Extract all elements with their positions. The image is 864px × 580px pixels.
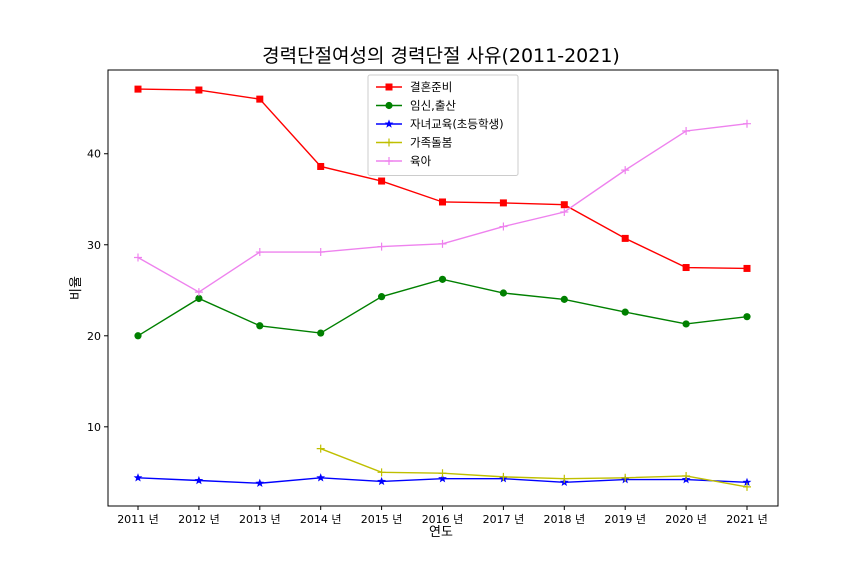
data-point [385, 138, 393, 147]
x-axis-label: 연도 [429, 525, 453, 540]
data-point [743, 264, 751, 272]
data-point [743, 482, 751, 491]
x-tick-label: 2011 년 [117, 513, 159, 526]
data-point [316, 444, 325, 453]
x-tick-label: 2019 년 [604, 513, 646, 526]
x-tick-label: 2015 년 [361, 513, 403, 526]
data-point [384, 119, 394, 128]
data-point [560, 201, 568, 209]
data-point [560, 207, 569, 216]
legend-label: 육아 [410, 154, 432, 168]
data-point [377, 468, 386, 477]
data-point [256, 95, 264, 103]
data-point [255, 248, 264, 257]
series-3 [316, 444, 751, 491]
x-tick-label: 2017 년 [483, 513, 525, 526]
data-point [682, 320, 690, 328]
y-tick-label: 30 [87, 239, 101, 252]
data-point [377, 242, 386, 251]
legend-label: 결혼준비 [410, 80, 452, 94]
x-tick-label: 2013 년 [239, 513, 281, 526]
x-tick-label: 2018 년 [543, 513, 585, 526]
data-point [316, 473, 326, 482]
data-point [743, 119, 751, 128]
data-point [682, 126, 691, 135]
data-point [499, 289, 507, 297]
data-point [385, 157, 393, 165]
data-point [439, 198, 446, 206]
data-point [133, 473, 143, 482]
data-point [316, 248, 325, 257]
data-point [378, 293, 386, 301]
legend-item: 자녀교육(초등학생) [376, 117, 504, 131]
data-point [195, 294, 203, 303]
data-point [621, 308, 629, 316]
legend-label: 임신,출산 [410, 99, 456, 113]
legend-label: 자녀교육(초등학생) [410, 117, 504, 131]
data-point [256, 322, 264, 330]
data-point [499, 472, 508, 481]
x-tick-label: 2021 년 [726, 513, 768, 526]
data-point [195, 86, 203, 94]
data-point [621, 473, 630, 482]
data-point [317, 162, 325, 170]
data-point [377, 476, 386, 486]
series-1 [134, 275, 751, 340]
data-point [438, 275, 447, 283]
data-point [499, 222, 508, 231]
legend-item: 가족돌봄 [376, 136, 452, 150]
x-tick-label: 2020 년 [665, 513, 707, 526]
y-tick-label: 20 [87, 330, 101, 343]
data-point [621, 234, 629, 242]
data-point [742, 477, 752, 487]
legend-label: 가족돌봄 [410, 136, 452, 150]
data-point [134, 85, 142, 93]
data-point [621, 166, 630, 175]
legend-item: 임신,출산 [376, 99, 456, 113]
series-line [320, 448, 748, 488]
y-tick-label: 40 [87, 148, 101, 161]
data-point [438, 239, 447, 248]
data-point [378, 177, 386, 185]
x-tick-label: 2014 년 [300, 513, 342, 526]
data-point [255, 478, 265, 487]
data-point [560, 295, 568, 303]
series-4 [134, 119, 751, 297]
data-point [194, 288, 203, 297]
data-point [385, 83, 393, 91]
chart-title: 경력단절여성의 경력단절 사유(2011-2021) [262, 45, 620, 67]
data-point [317, 329, 325, 337]
data-point [194, 475, 204, 485]
plot-area: 2011 년 2012 년 2013 년 2014 년 2015 년 2016 년 2017… [87, 69, 779, 526]
legend-item: 결혼준비 [376, 80, 452, 94]
y-tick-label: 10 [87, 421, 101, 434]
data-point [682, 264, 690, 272]
data-point [560, 474, 569, 483]
data-point [499, 199, 507, 207]
data-point [438, 469, 447, 478]
data-point [385, 101, 393, 110]
series-line [137, 278, 748, 337]
x-tick-label: 2012 년 [178, 513, 220, 526]
legend-box [367, 74, 519, 176]
data-point [438, 474, 447, 483]
data-point [134, 253, 142, 262]
legend-item: 육아 [376, 154, 432, 168]
x-tick-label: 2016 년 [422, 513, 464, 526]
y-axis-label: 비율 [69, 276, 84, 300]
series-0 [134, 85, 751, 272]
data-point [682, 471, 691, 480]
data-point [743, 313, 751, 321]
data-point [134, 332, 142, 340]
